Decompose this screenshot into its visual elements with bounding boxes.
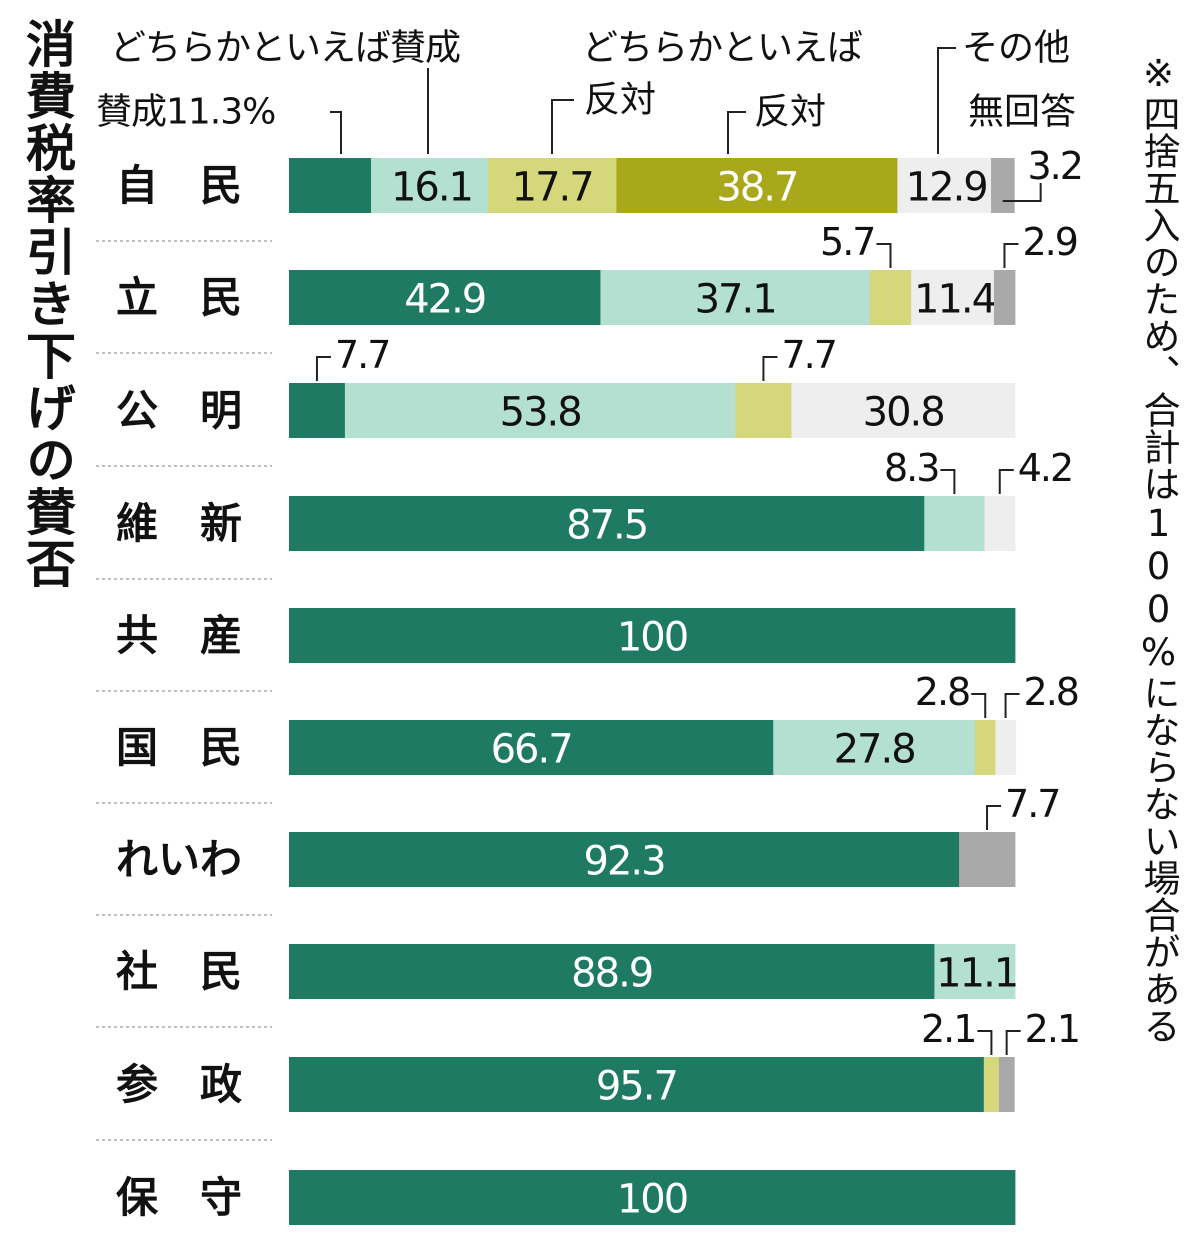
bar-segment (995, 720, 1017, 775)
callout-value: 3.2 (1027, 144, 1081, 188)
callout-leader (940, 469, 956, 494)
callout-value: 2.8 (915, 670, 969, 714)
legend-label: 反対 (754, 92, 826, 133)
bar-value-label: 87.5 (566, 503, 647, 549)
callout-value: 8.3 (884, 446, 938, 490)
callout-leader (971, 693, 987, 718)
bar-segment (487, 158, 617, 213)
bar-segment (897, 158, 992, 213)
bar-value-label: 37.1 (695, 277, 776, 323)
bar-segment (991, 158, 1015, 213)
bar-value-label: 53.8 (500, 390, 581, 436)
bar-value-label: 100 (617, 1177, 687, 1223)
category-label: 社 民 (116, 947, 242, 996)
legend-leader (937, 47, 956, 154)
bar-value-label: 66.7 (491, 727, 572, 773)
chart-title: 消費税率引き下げの賛否 (18, 18, 76, 590)
bar-segment (993, 270, 1016, 325)
bar-segment (791, 383, 1016, 438)
bar-segment (934, 944, 1016, 999)
bar-segment (289, 720, 774, 775)
category-label: 維 新 (116, 499, 242, 548)
legend-leader (330, 111, 342, 154)
bar-segment (289, 270, 601, 325)
category-label: 共 産 (116, 611, 242, 660)
callout-value: 7.7 (781, 333, 835, 377)
category-label: 公 明 (116, 386, 242, 435)
bar-segment (289, 832, 960, 887)
category-label: 参 政 (116, 1060, 242, 1109)
category-label: 保 守 (116, 1173, 242, 1222)
legend-label: その他 (962, 28, 1070, 69)
bar-segment (289, 158, 372, 213)
bar-value-label: 30.8 (863, 390, 944, 436)
bar-segment (983, 1057, 1000, 1112)
bar-segment (371, 158, 489, 213)
category-label: 国 民 (116, 723, 242, 772)
callout-leader (977, 1030, 993, 1055)
callout-value: 2.1 (921, 1007, 975, 1051)
bar-value-label: 16.1 (391, 165, 472, 211)
bar-segment (911, 270, 995, 325)
bar-value-label: 42.9 (404, 277, 485, 323)
bar-value-label: 27.8 (834, 727, 915, 773)
legend-label: 反対 (584, 80, 656, 121)
callout-leader (1003, 243, 1019, 268)
callout-leader (986, 805, 1002, 830)
bar-value-label: 100 (617, 615, 687, 661)
callout-value: 7.7 (335, 333, 389, 377)
bar-segment (289, 496, 925, 551)
bar-segment (869, 270, 912, 325)
callout-value: 5.7 (820, 220, 874, 264)
category-label: 自 民 (116, 161, 242, 210)
legend-leader (551, 99, 574, 154)
legend-label: どちらかといえば賛成 (110, 28, 460, 69)
category-label: れいわ (116, 835, 242, 884)
bar-segment (344, 383, 736, 438)
callout-leader (762, 356, 778, 381)
bar-segment (735, 383, 792, 438)
bar-segment (600, 270, 871, 325)
callout-leader (1002, 183, 1042, 202)
bar-segment (616, 158, 898, 213)
bar-value-label: 95.7 (596, 1064, 677, 1110)
callout-value: 2.9 (1022, 220, 1076, 264)
legend-label: 無回答 (968, 92, 1076, 133)
bar-segment (924, 496, 985, 551)
callout-leader (1004, 693, 1020, 718)
bar-value-label: 88.9 (571, 951, 652, 997)
bar-segment (984, 496, 1016, 551)
callout-leader (1005, 1030, 1021, 1055)
bar-value-label: 38.7 (716, 165, 797, 211)
rounding-note: ※四捨五入のため、合計は100%にならない場合がある (1137, 52, 1180, 1044)
callout-value: 4.2 (1018, 446, 1072, 490)
bar-segment (773, 720, 976, 775)
bar-segment (289, 383, 346, 438)
bar-segment (289, 944, 935, 999)
callout-value: 7.7 (1005, 782, 1059, 826)
legend-label: どちらかといえば (582, 28, 862, 69)
bar-segment (289, 1170, 1016, 1225)
bar-segment (289, 608, 1016, 663)
legend-label: 賛成11.3% (96, 92, 275, 133)
bar-segment (999, 1057, 1015, 1112)
bar-value-label: 92.3 (584, 839, 665, 885)
category-label: 立 民 (116, 273, 242, 322)
bar-segment (959, 832, 1016, 887)
callout-leader (876, 243, 892, 268)
bar-value-label: 12.9 (906, 165, 987, 211)
callout-value: 2.1 (1025, 1007, 1079, 1051)
bar-value-label: 17.7 (512, 165, 593, 211)
callout-leader (315, 356, 331, 381)
bar-value-label: 11.4 (914, 277, 996, 323)
callout-value: 2.8 (1024, 670, 1078, 714)
callout-leader (998, 469, 1014, 494)
legend-leader (727, 111, 746, 154)
bar-value-label: 11.1 (936, 951, 1017, 997)
bar-segment (289, 1057, 985, 1112)
bar-segment (975, 720, 996, 775)
